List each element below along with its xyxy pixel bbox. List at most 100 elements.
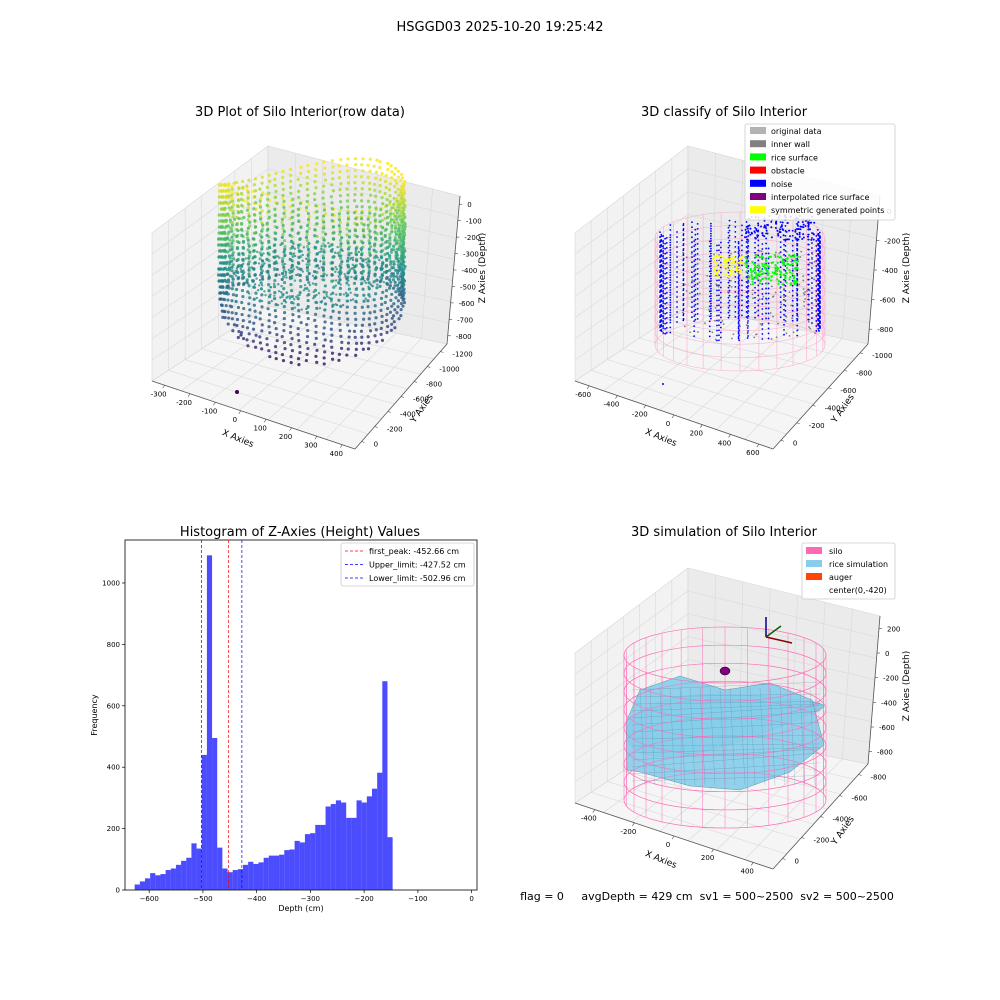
noise-point	[660, 244, 663, 246]
y-tick	[414, 381, 418, 383]
noise-point	[757, 314, 760, 317]
classify3d-legend-frame	[744, 123, 896, 221]
raw-point	[337, 218, 342, 222]
noise-point	[682, 277, 685, 280]
noise-point	[691, 311, 693, 314]
noise-point	[818, 301, 821, 304]
raw-point	[257, 262, 261, 265]
grid-line	[251, 316, 434, 360]
x-tick-label: −300	[301, 895, 320, 903]
noise-point	[669, 316, 672, 319]
noise-point	[811, 317, 813, 319]
raw-point	[396, 175, 401, 179]
symmetric-point	[732, 261, 736, 264]
raw-point	[305, 257, 308, 261]
noise-point	[747, 335, 749, 337]
symmetric-point	[728, 265, 731, 268]
raw-point	[400, 194, 404, 198]
noise-point	[734, 295, 737, 298]
noise-point	[709, 262, 712, 265]
raw-point	[354, 253, 359, 257]
noise-point	[694, 288, 697, 291]
raw-point	[235, 222, 239, 227]
noise-point	[737, 242, 740, 245]
raw-point	[223, 266, 227, 270]
raw-point	[395, 197, 399, 201]
noise-point	[756, 235, 759, 238]
raw-point	[364, 297, 367, 300]
raw-point	[227, 188, 231, 192]
raw-point	[320, 274, 323, 278]
noise-point	[811, 242, 813, 244]
raw-point	[245, 188, 249, 192]
raw-point	[388, 200, 392, 204]
noise-point	[728, 224, 731, 227]
noise-point	[811, 237, 813, 239]
raw-point	[216, 243, 221, 247]
noise-point	[693, 330, 696, 333]
noise-point	[696, 232, 699, 235]
raw-point	[378, 258, 381, 262]
raw-point	[372, 248, 376, 252]
grid-line	[607, 781, 801, 840]
raw-point	[395, 275, 399, 279]
histogram-bar	[279, 854, 285, 890]
inner-wall-point	[745, 252, 748, 255]
symmetric-point	[740, 274, 743, 277]
noise-point	[811, 292, 813, 294]
raw-point	[231, 203, 235, 207]
raw-point	[362, 299, 366, 303]
x-tick-label: -300	[151, 390, 167, 398]
y-tick	[828, 387, 832, 390]
noise-point	[669, 331, 672, 334]
rice-surface-point	[782, 264, 785, 267]
raw-point	[396, 271, 400, 275]
x-tick	[756, 443, 760, 448]
noise-point	[664, 302, 667, 305]
noise-point	[660, 319, 663, 321]
raw-point	[289, 167, 293, 171]
raw-point-outlier	[235, 390, 239, 394]
raw-point	[362, 235, 366, 239]
rice-surface-point	[760, 270, 763, 273]
raw-point	[305, 232, 309, 237]
inner-wall-point	[711, 331, 714, 334]
raw-point	[315, 210, 319, 214]
inner-wall-point	[696, 263, 699, 265]
raw-point	[402, 272, 406, 276]
noise-point	[796, 278, 799, 281]
noise-point	[665, 272, 668, 274]
raw-point	[253, 255, 257, 259]
rice-surface-point	[752, 278, 755, 281]
raw-point	[223, 182, 227, 186]
raw-point	[339, 283, 342, 286]
inner-wall-point	[809, 327, 812, 330]
noise-point	[746, 307, 749, 309]
rice-surface-point	[777, 280, 781, 283]
noise-point	[784, 280, 787, 282]
noise-point	[754, 311, 756, 314]
noise-point	[746, 337, 749, 339]
legend-label: center(0,-420)	[829, 586, 887, 595]
raw-point	[236, 282, 240, 287]
noise-point	[747, 295, 750, 297]
inner-wall-point	[802, 279, 805, 282]
raw-point	[373, 242, 377, 246]
raw-point	[354, 217, 358, 221]
noise-point	[682, 314, 685, 317]
grid-line	[687, 659, 874, 701]
raw-point	[230, 191, 235, 195]
raw-point	[402, 301, 407, 305]
histogram-bar	[186, 857, 192, 890]
raw-point	[232, 271, 236, 275]
raw-point	[320, 245, 323, 248]
noise-point	[738, 299, 741, 302]
raw-point	[305, 334, 310, 339]
raw-point	[218, 195, 222, 199]
raw-point	[267, 263, 271, 267]
noise-point	[754, 291, 756, 294]
raw-point	[230, 269, 234, 273]
raw-point	[372, 280, 376, 284]
noise-point	[796, 288, 799, 291]
